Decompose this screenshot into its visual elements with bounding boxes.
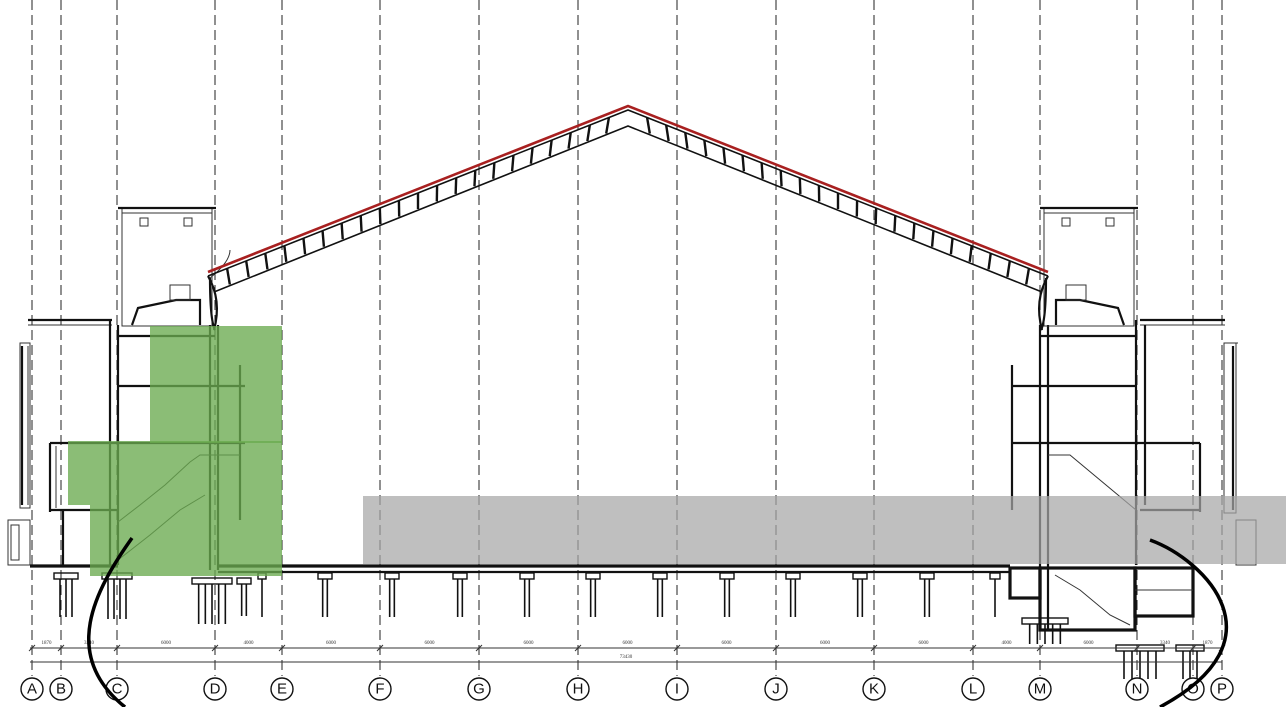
grid-bubble-label: B (56, 681, 66, 698)
grid-bubble-E: E (270, 677, 294, 701)
grid-bubble-label: F (375, 681, 384, 698)
dimension-span: 6000 (623, 641, 634, 646)
grid-bubble-A: A (20, 677, 44, 701)
dimension-span: 6000 (919, 641, 930, 646)
dimension-total: 73430 (620, 655, 633, 660)
dimension-span: 1870 (1203, 641, 1214, 646)
grid-bubble-D: D (203, 677, 227, 701)
grid-bubble-P: P (1210, 677, 1234, 701)
grid-bubble-label: M (1034, 681, 1047, 698)
grid-bubble-G: G (467, 677, 491, 701)
grid-bubble-label: E (277, 681, 287, 698)
grid-bubbles: A B C D E F G H I J K L M N O P (20, 677, 1234, 701)
grid-bubble-label: G (473, 681, 485, 698)
foundation-piles (53, 572, 1205, 679)
dimension-span: 1870 (42, 641, 53, 646)
grid-bubble-label: D (210, 681, 221, 698)
dimension-span: 6000 (722, 641, 733, 646)
grid-bubble-label: P (1217, 681, 1227, 698)
grid-bubble-F: F (368, 677, 392, 701)
right-wing (1008, 206, 1257, 632)
green-highlight-region (68, 326, 282, 576)
annotation-curve-left (86, 536, 134, 707)
grid-bubble-O: O (1181, 677, 1205, 701)
grid-bubble-I: I (665, 677, 689, 701)
grid-bubble-B: B (49, 677, 73, 701)
grid-bubble-label: I (675, 681, 679, 698)
dimension-span: 3340 (1160, 641, 1171, 646)
dimension-span: 6000 (161, 641, 172, 646)
grid-bubble-C: C (105, 677, 129, 701)
roof-truss (207, 104, 1049, 331)
grid-bubble-J: J (764, 677, 788, 701)
grid-bubble-label: O (1187, 681, 1199, 698)
dimension-lines: 1870 3340 6000 4000 6000 6000 6000 6000 6000 6000… (28, 641, 1226, 663)
dimension-span: 6000 (425, 641, 436, 646)
grid-bubble-label: K (869, 681, 879, 698)
grid-bubble-label: J (772, 681, 780, 698)
dimension-span: 6000 (820, 641, 831, 646)
dimension-span: 6000 (524, 641, 535, 646)
grid-bubble-label: H (573, 681, 584, 698)
dimension-span: 6000 (1084, 641, 1095, 646)
gray-highlight-band (363, 496, 1286, 564)
dimension-span: 6000 (326, 641, 337, 646)
grid-bubble-H: H (566, 677, 590, 701)
dimension-span: 4000 (244, 641, 255, 646)
annotation-curve-right (1149, 538, 1229, 707)
dimension-texts: 1870 3340 6000 4000 6000 6000 6000 6000 6000 6000… (28, 641, 1226, 652)
grid-bubble-N: N (1125, 677, 1149, 701)
grid-bubble-K: K (862, 677, 886, 701)
roof-rafters (225, 117, 1031, 285)
ground-slab (30, 564, 1205, 679)
grid-bubble-L: L (961, 677, 985, 701)
dimension-span: 4000 (1002, 641, 1013, 646)
grid-bubble-label: L (969, 681, 977, 698)
grid-bubble-label: A (27, 681, 37, 698)
grid-bubble-label: C (112, 681, 123, 698)
grid-bubble-M: M (1028, 677, 1052, 701)
grid-bubble-label: N (1132, 681, 1143, 698)
